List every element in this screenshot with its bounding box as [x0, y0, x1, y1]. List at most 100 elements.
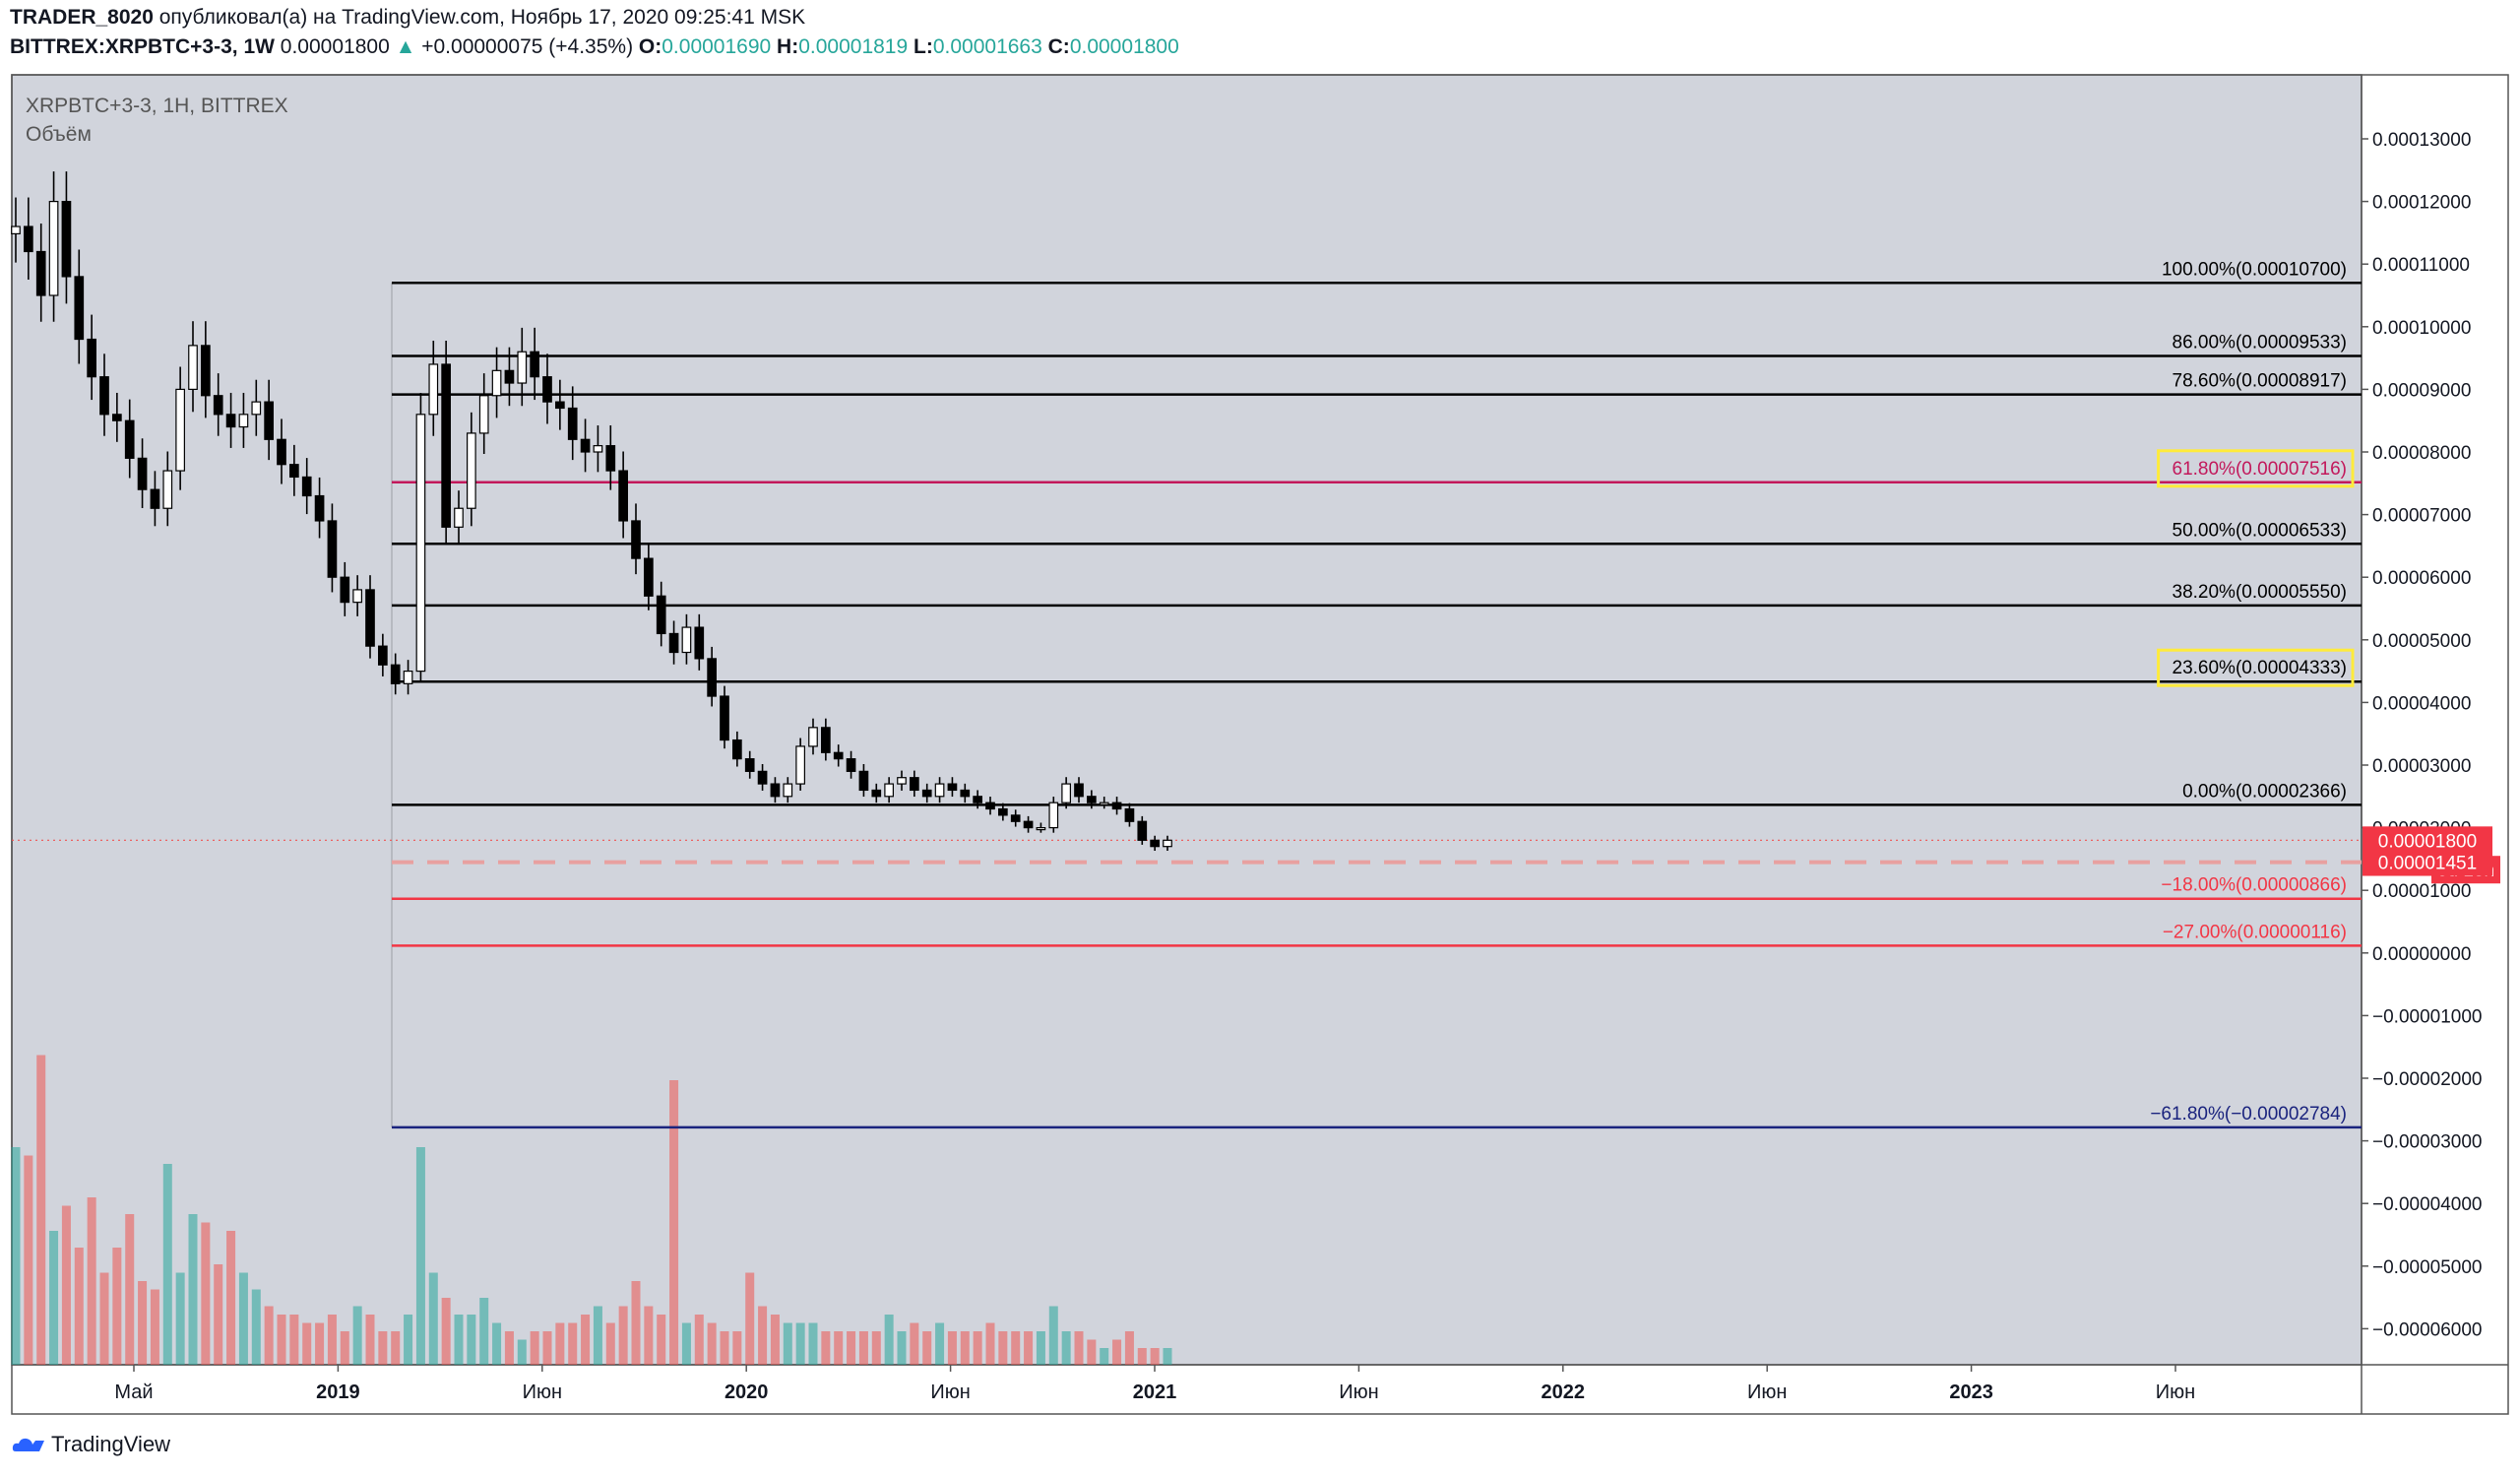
candle-up	[403, 670, 413, 684]
published-text: опубликовал(а) на TradingView.com, Ноябр…	[158, 6, 806, 29]
y-tick-label: −0.00004000	[2372, 1194, 2482, 1215]
volume-bar	[74, 1248, 84, 1365]
candle-down	[1087, 796, 1097, 803]
y-tick-label: 0.00009000	[2372, 380, 2471, 401]
candle-down	[985, 802, 995, 810]
volume-bar	[315, 1322, 325, 1365]
volume-bar	[201, 1222, 211, 1365]
volume-bar	[49, 1231, 59, 1365]
volume-bar	[238, 1272, 248, 1365]
candle-down	[998, 807, 1008, 816]
candle-down	[137, 457, 148, 490]
candle-up	[1048, 802, 1059, 829]
y-tick-label: −0.00005000	[2372, 1257, 2482, 1278]
candle-down	[327, 520, 338, 578]
legend-volume[interactable]: Объём	[26, 123, 92, 146]
candle-up	[428, 363, 439, 416]
volume-bar	[226, 1231, 236, 1365]
candle-up	[352, 589, 362, 604]
volume-bar	[1150, 1348, 1160, 1365]
volume-bar	[404, 1315, 413, 1365]
volume-bar	[669, 1080, 679, 1365]
plot-area[interactable]	[11, 74, 2362, 1366]
y-tick-label: −0.00006000	[2372, 1319, 2482, 1340]
candle-down	[1111, 802, 1122, 810]
volume-bar	[138, 1281, 148, 1365]
volume-bar	[175, 1272, 185, 1365]
volume-bar	[922, 1331, 932, 1365]
candle-down	[921, 789, 932, 798]
x-tick-label: Июн	[1747, 1382, 1787, 1403]
y-tick-label: 0.00008000	[2372, 443, 2471, 464]
volume-bar	[504, 1331, 514, 1365]
volume-bar	[581, 1315, 591, 1365]
volume-bar	[479, 1298, 489, 1365]
volume-bar	[36, 1055, 46, 1365]
candle-down	[264, 401, 274, 440]
volume-bar	[694, 1315, 704, 1365]
candle-down	[530, 351, 539, 378]
volume-bar	[492, 1322, 502, 1365]
candle-down	[644, 557, 654, 597]
x-tick-label: Май	[114, 1382, 153, 1403]
volume-bar	[1048, 1306, 1058, 1365]
candle-up	[11, 225, 21, 235]
volume-bar	[327, 1315, 337, 1365]
candle-down	[365, 589, 375, 647]
volume-bar	[1087, 1339, 1097, 1365]
time-axis[interactable]: Май 2019 Июн 2020 Июн 2021 Июн 2022 Июн 2023 Июн	[114, 1365, 2195, 1403]
low-label: L:	[914, 35, 933, 58]
candle-down	[542, 376, 552, 403]
candle-down	[1023, 820, 1034, 829]
fib-level-label: 100.00%(0.00010700)	[2162, 259, 2347, 280]
candle-down	[301, 476, 312, 497]
volume-bar	[441, 1298, 451, 1365]
fib-level-label: 50.00%(0.00006533)	[2173, 520, 2347, 541]
candle-down	[124, 419, 135, 459]
candle-down	[694, 626, 705, 660]
candle-up	[593, 445, 603, 453]
volume-bar	[1124, 1331, 1134, 1365]
candle-down	[1137, 820, 1148, 841]
candle-down	[1150, 839, 1160, 848]
candle-up	[808, 727, 818, 747]
volume-bar	[1074, 1331, 1084, 1365]
volume-bar	[858, 1331, 868, 1365]
candle-down	[314, 494, 325, 522]
symbol-label: BITTREX:XRPBTC+3-3, 1W	[10, 35, 275, 58]
volume-bar	[162, 1164, 172, 1365]
x-tick-label: 2023	[1949, 1382, 1993, 1403]
y-tick-label: 0.00001000	[2372, 881, 2471, 902]
candle-up	[162, 470, 173, 509]
candle-up	[934, 783, 945, 798]
fibonacci-retracement[interactable]: 100.00%(0.00010700) 86.00%(0.00009533) 78.…	[12, 259, 2362, 1129]
price-tags: 0.000018005d 18h0.00001451	[2362, 826, 2500, 884]
price-axis[interactable]: 0.00013000 0.00012000 0.00011000 0.00010000…	[2362, 130, 2482, 1340]
volume-bar	[1036, 1331, 1045, 1365]
volume-bar	[1163, 1348, 1172, 1365]
legend-symbol[interactable]: XRPBTC+3-3, 1H, BITTREX	[26, 95, 288, 117]
volume-bar	[568, 1322, 578, 1365]
candle-down	[858, 770, 869, 792]
candle-down	[24, 225, 33, 253]
fib-level-label: 86.00%(0.00009533)	[2173, 333, 2347, 353]
candle-down	[580, 438, 591, 453]
candle-down	[340, 576, 350, 604]
volume-bar	[1061, 1331, 1071, 1365]
open-value: 0.00001690	[662, 35, 772, 58]
volume-bar	[1024, 1331, 1034, 1365]
y-tick-label: −0.00002000	[2372, 1069, 2482, 1090]
volume-bar	[834, 1331, 844, 1365]
candlesticks	[11, 171, 1172, 852]
candle-down	[1124, 807, 1135, 822]
author-name[interactable]: TRADER_8020	[10, 6, 154, 29]
y-tick-label: 0.00006000	[2372, 568, 2471, 589]
tradingview-logo[interactable]: TradingView	[12, 1432, 170, 1457]
volume-bar	[618, 1306, 628, 1365]
volume-bar	[1100, 1348, 1109, 1365]
candle-down	[757, 770, 768, 785]
volume-bar	[821, 1331, 831, 1365]
high-value: 0.00001819	[798, 35, 909, 58]
candle-down	[605, 445, 616, 472]
